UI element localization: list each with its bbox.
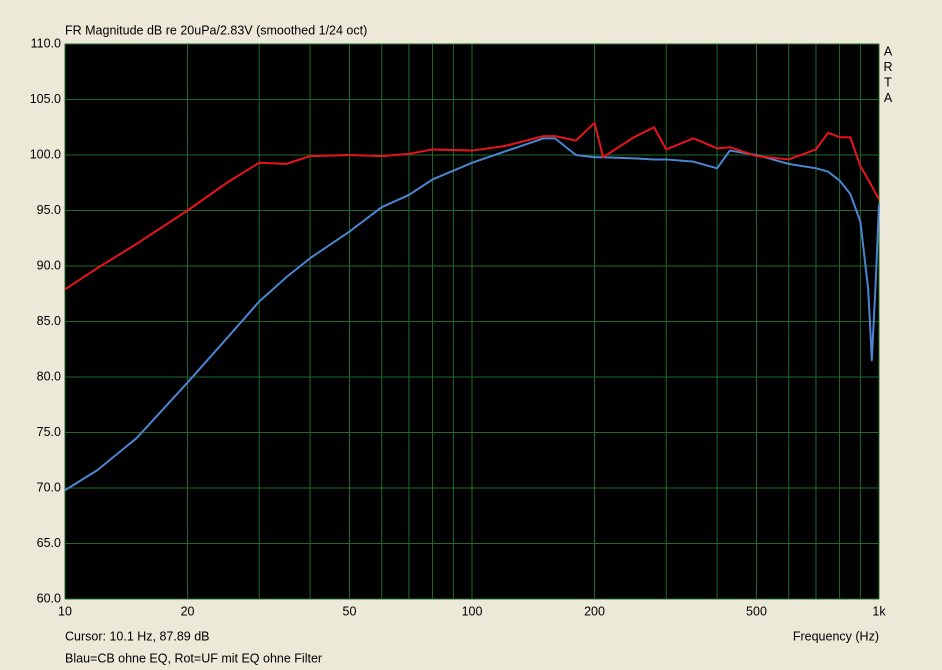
x-tick-label: 20 [181,604,195,618]
x-tick-label: 500 [746,604,767,618]
legend-note: Blau=CB ohne EQ, Rot=UF mit EQ ohne Filt… [65,651,322,665]
y-tick-label: 100.0 [30,147,61,161]
watermark-letter: A [884,91,893,105]
x-axis-label: Frequency (Hz) [793,629,879,643]
y-tick-label: 75.0 [37,425,61,439]
series-line [64,121,880,291]
y-tick-label: 95.0 [37,203,61,217]
x-tick-label: 1k [872,604,886,618]
y-tick-label: 80.0 [37,369,61,383]
y-tick-label: 90.0 [37,258,61,272]
cursor-readout: Cursor: 10.1 Hz, 87.89 dB [65,629,210,643]
chart-title: FR Magnitude dB re 20uPa/2.83V (smoothed… [65,23,367,37]
y-tick-label: 105.0 [30,92,61,106]
watermark-letter: R [883,60,892,74]
watermark-letter: T [884,75,892,89]
x-tick-label: 200 [584,604,605,618]
x-tick-label: 10 [58,604,72,618]
x-tick-label: 50 [343,604,357,618]
watermark-letter: A [884,44,893,58]
y-tick-label: 65.0 [37,536,61,550]
x-tick-label: 100 [462,604,483,618]
y-tick-label: 110.0 [31,36,61,50]
y-tick-label: 70.0 [37,480,61,494]
y-tick-label: 60.0 [37,591,61,605]
y-tick-label: 85.0 [37,314,61,328]
